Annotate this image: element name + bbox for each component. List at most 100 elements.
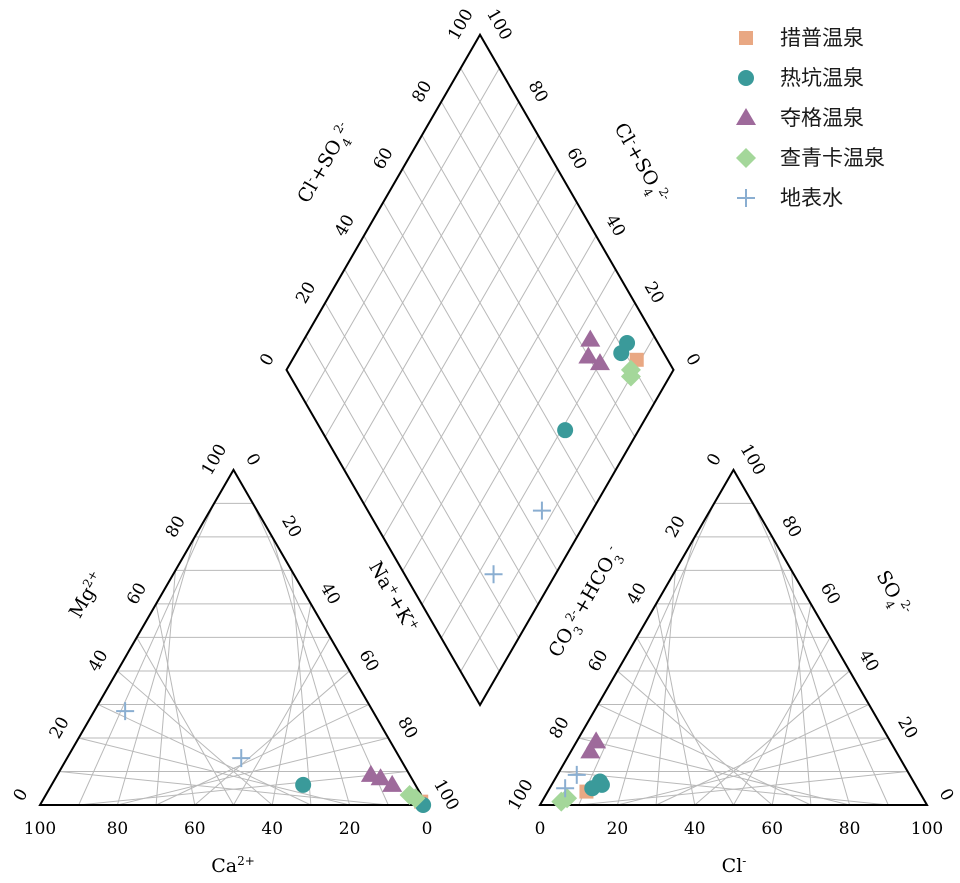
co3-hco3-tick-label: 40 — [623, 580, 651, 609]
co3-hco3-axis-label: CO32-+HCO3- — [543, 542, 629, 663]
ca-tick-label: 40 — [261, 819, 283, 839]
cation-point-duoge-5 — [382, 774, 403, 792]
diamond-left-tick-label: 0 — [256, 350, 279, 369]
cl-tick-label: 40 — [684, 819, 706, 839]
diamond-left-tick-label: 20 — [292, 278, 320, 307]
diamond-left-tick-label: 100 — [444, 6, 478, 44]
diamond-point-surface-water-10 — [532, 501, 551, 520]
na-k-tick-label: 20 — [277, 513, 305, 542]
cation-grid-b — [252, 503, 389, 806]
cation-point-chaqingka-7 — [405, 788, 426, 809]
legend-label-surface-water: 地表水 — [780, 186, 843, 210]
mg-tick-label: 0 — [10, 785, 33, 804]
anion-triangle — [538, 467, 929, 806]
cl-tick-label: 100 — [911, 819, 943, 839]
anion-grid-a — [636, 637, 734, 806]
co3-hco3-tick-label: 60 — [584, 647, 612, 676]
diamond-right-tick-label: 0 — [681, 350, 704, 369]
ca-tick-label: 0 — [422, 819, 433, 839]
na-k-tick-label: 0 — [241, 450, 264, 469]
legend-marker-cuopu — [739, 31, 753, 45]
so4-axis-label: SO42- — [867, 566, 915, 622]
point-layer — [116, 329, 644, 813]
diamond-grid-b — [440, 101, 636, 438]
diamond-point-rekeng-3 — [619, 335, 636, 352]
cation-grid-a — [136, 637, 234, 806]
so4-tick-label: 0 — [935, 785, 958, 804]
ca-tick-label: 60 — [184, 819, 206, 839]
diamond-point-chaqingka-8 — [620, 359, 641, 380]
diamond-right-tick-label: 100 — [482, 6, 516, 44]
cl-so4-left-axis-label: Cl-+SO42- — [292, 119, 361, 210]
diamond-right-tick-label: 20 — [640, 278, 668, 307]
legend-label-rekeng: 热坑温泉 — [780, 66, 864, 90]
diamond-right-tick-label: 60 — [562, 144, 590, 173]
cl-tick-label: 80 — [839, 819, 861, 839]
ca-axis-label: Ca2+ — [211, 854, 255, 877]
na-k-axis-label: Na++K+ — [364, 557, 423, 636]
anion-grid-a — [559, 770, 889, 806]
diamond-right-tick-label: 40 — [601, 211, 629, 240]
so4-tick-label: 20 — [893, 714, 921, 743]
co3-hco3-tick-label: 100 — [504, 776, 538, 814]
anion-point-rekeng-3 — [591, 773, 608, 790]
na-k-tick-label: 40 — [316, 580, 344, 609]
legend-marker-rekeng — [738, 70, 754, 86]
diamond-grid-a — [324, 101, 520, 438]
mg-axis-label: Mg2+ — [64, 568, 109, 622]
cation-grid-b — [233, 637, 331, 806]
anion-grid-b — [733, 637, 831, 806]
mg-tick-label: 60 — [123, 580, 151, 609]
diamond-grid-a — [344, 134, 539, 471]
mg-tick-label: 100 — [198, 441, 232, 479]
diamond-point-duoge-4 — [580, 329, 601, 347]
grid-layer — [59, 67, 908, 806]
cation-triangle — [38, 467, 429, 806]
diamond-left-tick-label: 80 — [408, 77, 436, 106]
anion-point-surface-water-8 — [567, 765, 586, 784]
cation-grid-a — [59, 770, 389, 806]
cl-tick-label: 20 — [607, 819, 629, 839]
anion-grid-b — [791, 570, 812, 806]
cation-grid-a — [97, 704, 312, 806]
cl-so4-right-axis-label: Cl-+SO42- — [605, 119, 674, 210]
frame-layer — [38, 32, 929, 806]
diamond-grid-a — [363, 168, 558, 505]
cation-grid-a — [78, 737, 350, 806]
mg-tick-label: 20 — [46, 714, 74, 743]
anion-point-chaqingka-7 — [557, 788, 578, 809]
ca-tick-label: 20 — [339, 819, 361, 839]
cation-grid-b — [291, 570, 312, 806]
so4-tick-label: 100 — [736, 441, 770, 479]
so4-tick-label: 40 — [855, 647, 883, 676]
legend-marker-chaqingka — [736, 148, 756, 168]
cl-tick-label: 0 — [535, 819, 546, 839]
cation-point-surface-water-8 — [116, 702, 135, 721]
co3-hco3-tick-label: 0 — [703, 450, 726, 469]
diamond-grid-a — [305, 67, 500, 404]
legend-marker-duoge — [736, 108, 756, 125]
na-k-tick-label: 60 — [355, 647, 383, 676]
anion-grid-a — [578, 737, 850, 806]
diamond-grid-b — [402, 168, 597, 505]
diamond-point-rekeng-1 — [557, 422, 574, 439]
co3-hco3-tick-label: 20 — [662, 513, 690, 542]
anion-point-surface-water-9 — [556, 779, 575, 798]
cation-grid-b — [271, 603, 312, 806]
anion-grid-b — [771, 536, 851, 806]
diamond-right-tick-label: 80 — [524, 77, 552, 106]
mg-tick-label: 80 — [162, 513, 190, 542]
anion-grid-b — [752, 503, 889, 806]
anion-grid-b — [771, 603, 812, 806]
so4-tick-label: 80 — [777, 513, 805, 542]
legend-label-chaqingka: 查青卡温泉 — [780, 146, 885, 170]
diamond-left-tick-label: 40 — [331, 211, 359, 240]
legend-label-cuopu: 措普温泉 — [780, 26, 864, 50]
ca-tick-label: 80 — [107, 819, 129, 839]
diamond-grid-b — [421, 134, 616, 471]
na-k-tick-label: 100 — [429, 776, 463, 814]
diamond-left-tick-label: 60 — [370, 144, 398, 173]
diamond-field — [285, 32, 675, 707]
tick-layer: 0 0 0 0 0 0 0 0 20 20 20 20 20 20 20 20 40 40 40 40 40 40 40 40… — [10, 6, 958, 839]
